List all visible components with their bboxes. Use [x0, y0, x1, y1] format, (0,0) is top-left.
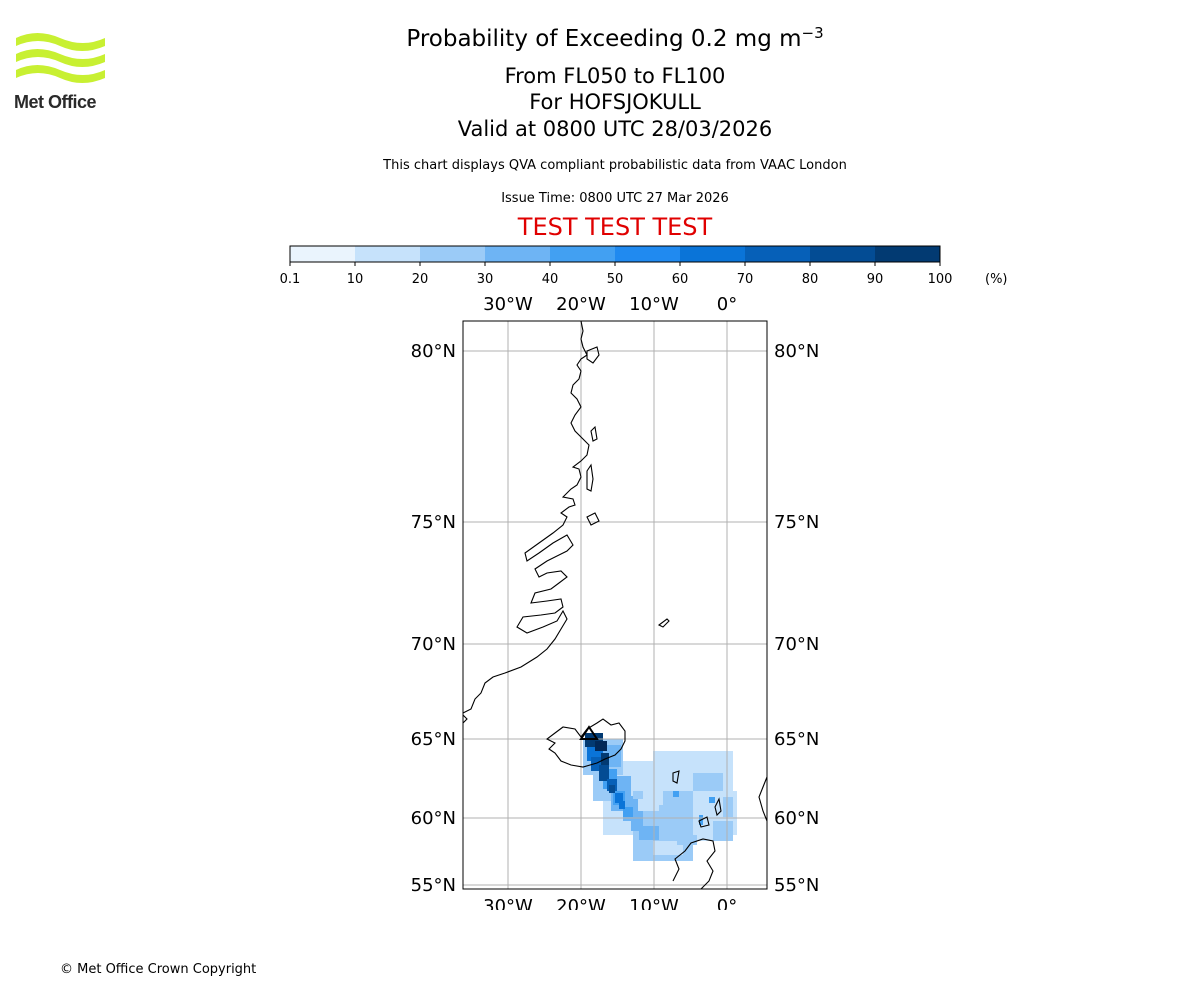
- lat-label-right: 75°N: [774, 512, 819, 533]
- colorbar-swatch: [485, 246, 550, 262]
- lat-label-left: 70°N: [411, 634, 456, 655]
- colorbar-tick-label: 40: [542, 272, 559, 287]
- lon-label-top: 0°: [717, 294, 737, 315]
- colorbar-swatch: [355, 246, 420, 262]
- colorbar-tick-label: 10: [347, 272, 364, 287]
- colorbar-tick-label: 90: [867, 272, 884, 287]
- valid-time: Valid at 0800 UTC 28/03/2026: [457, 117, 773, 141]
- lon-label-top: 10°W: [629, 294, 679, 315]
- map-chart: 30°W 30°W 20°W 20°W 10°W 10°W 0° 0° 80°N 80°N 75°N…: [411, 294, 820, 910]
- map-frame: [462, 320, 768, 890]
- lat-label-left: 75°N: [411, 512, 456, 533]
- lat-label-right: 55°N: [774, 875, 819, 896]
- ash-probability-cell: [595, 741, 607, 751]
- colorbar: 0.1 10 20 30 40 50 60 70 80 90 100 (%): [280, 245, 1008, 287]
- ash-probability-cell: [673, 791, 679, 797]
- colorbar-tick-label: 30: [477, 272, 494, 287]
- lon-label-top: 30°W: [483, 294, 533, 315]
- ash-probability-cell: [677, 835, 697, 845]
- ash-probability-cell: [653, 841, 683, 855]
- ash-probability-cell: [619, 801, 625, 809]
- ash-probability-field: [583, 733, 737, 861]
- test-banner: TEST TEST TEST: [517, 213, 713, 241]
- met-office-waves-icon: [16, 33, 105, 83]
- lat-label-right: 60°N: [774, 808, 819, 829]
- copyright: © Met Office Crown Copyright: [60, 962, 257, 977]
- ash-probability-cell: [693, 771, 723, 791]
- colorbar-swatch: [745, 246, 810, 262]
- ash-probability-cell: [713, 821, 733, 841]
- lon-label-bottom: 20°W: [556, 896, 606, 910]
- lon-label-bottom: 10°W: [629, 896, 679, 910]
- colorbar-tick-label: 50: [607, 272, 624, 287]
- ash-probability-cell: [623, 807, 633, 817]
- chart-description: This chart displays QVA compliant probab…: [383, 158, 847, 173]
- lat-label-right: 70°N: [774, 634, 819, 655]
- colorbar-swatch: [615, 246, 680, 262]
- colorbar-tick-label: 0.1: [280, 272, 301, 287]
- issue-time: Issue Time: 0800 UTC 27 Mar 2026: [501, 191, 729, 206]
- colorbar-swatch: [550, 246, 615, 262]
- colorbar-swatch: [290, 246, 355, 262]
- colorbar-tick-label: 70: [737, 272, 754, 287]
- ash-probability-cell: [639, 826, 659, 840]
- lat-label-left: 65°N: [411, 729, 456, 750]
- lat-label-left: 60°N: [411, 808, 456, 829]
- ash-probability-cell: [599, 765, 609, 781]
- colorbar-tick-label: 80: [802, 272, 819, 287]
- graticule: [463, 321, 767, 889]
- ash-probability-cell: [659, 805, 667, 813]
- colorbar-unit: (%): [985, 272, 1008, 287]
- colorbar-swatch: [875, 246, 940, 262]
- lat-label-left: 55°N: [411, 875, 456, 896]
- triangle-icon: [579, 725, 599, 740]
- ash-probability-cell: [615, 793, 623, 803]
- ash-probability-cell: [609, 785, 615, 793]
- lat-label-right: 65°N: [774, 729, 819, 750]
- lon-label-bottom: 0°: [717, 896, 737, 910]
- colorbar-swatch: [810, 246, 875, 262]
- colorbar-swatch: [680, 246, 745, 262]
- colorbar-tick-label: 100: [928, 272, 953, 287]
- lat-label-right: 80°N: [774, 341, 819, 362]
- lon-label-top: 20°W: [556, 294, 606, 315]
- chart-title: Probability of Exceeding 0.2 mg m−3: [406, 24, 824, 52]
- colorbar-swatch: [420, 246, 485, 262]
- lon-label-bottom: 30°W: [483, 896, 533, 910]
- ash-probability-cell: [723, 797, 733, 817]
- colorbar-tick-label: 20: [412, 272, 429, 287]
- flight-levels: From FL050 to FL100: [504, 64, 726, 88]
- lat-label-left: 80°N: [411, 341, 456, 362]
- met-office-logo: Met Office: [14, 30, 106, 114]
- ash-probability-cell: [709, 797, 715, 803]
- volcano-name: For HOFSJOKULL: [529, 90, 701, 114]
- logo-text: Met Office: [14, 92, 97, 112]
- ash-probability-cell: [687, 757, 723, 773]
- colorbar-tick-label: 60: [672, 272, 689, 287]
- ash-probability-cell: [633, 791, 643, 799]
